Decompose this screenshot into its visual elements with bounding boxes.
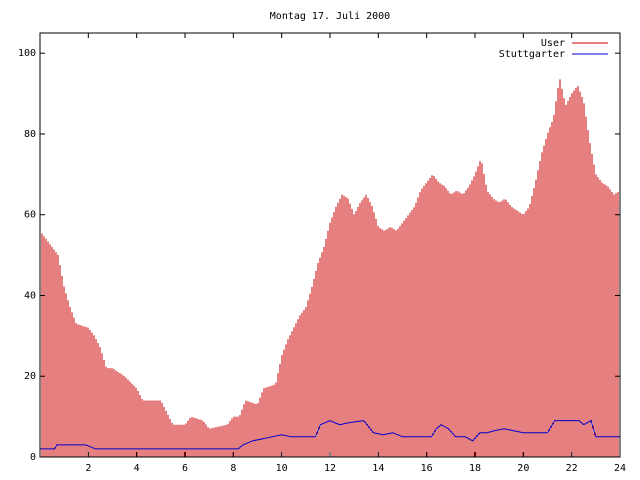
stuttgarter-series-line	[40, 419, 620, 450]
legend-label-stuttgarter: Stuttgarter	[499, 49, 565, 60]
legend: User Stuttgarter	[499, 38, 608, 60]
chart-title: Montag 17. Juli 2000	[270, 11, 390, 22]
x-tick-label: 16	[421, 463, 433, 474]
x-tick-label: 20	[517, 463, 529, 474]
x-tick-label: 24	[614, 463, 626, 474]
y-tick-label: 0	[30, 452, 36, 463]
user-series-impulses	[39, 79, 621, 457]
x-tick-label: 18	[469, 463, 481, 474]
y-tick-label: 20	[24, 371, 36, 382]
x-tick-label: 14	[372, 463, 384, 474]
x-tick-label: 8	[230, 463, 236, 474]
x-tick-label: 6	[182, 463, 188, 474]
x-tick-label: 12	[324, 463, 336, 474]
x-tick-label: 22	[566, 463, 578, 474]
y-tick-label: 100	[18, 48, 36, 59]
legend-label-user: User	[541, 38, 565, 49]
x-tick-label: 4	[134, 463, 140, 474]
x-tick-label: 2	[85, 463, 91, 474]
y-tick-label: 60	[24, 210, 36, 221]
x-tick-label: 10	[276, 463, 288, 474]
y-tick-label: 80	[24, 129, 36, 140]
y-tick-label: 40	[24, 290, 36, 301]
